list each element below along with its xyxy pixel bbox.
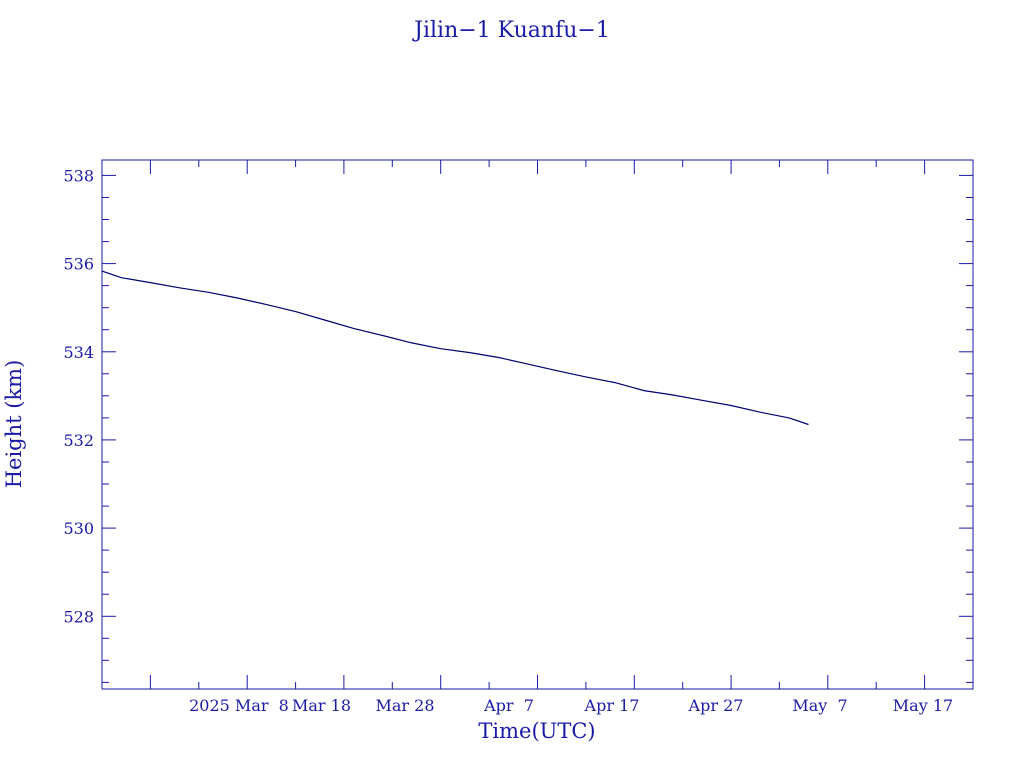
x-tick-label: Apr 27 bbox=[688, 696, 744, 715]
y-tick-label: 532 bbox=[63, 431, 94, 450]
plot-area-frame bbox=[101, 159, 974, 690]
y-tick-label: 538 bbox=[63, 166, 94, 185]
x-tick-label: Apr 7 bbox=[483, 696, 534, 715]
x-tick-label: Apr 17 bbox=[584, 696, 640, 715]
x-tick-label: Mar 18 bbox=[292, 696, 351, 715]
x-axis-label: Time(UTC) bbox=[478, 719, 595, 743]
series-layer bbox=[101, 270, 809, 426]
x-axis-ticks: 2025 Mar 8 Mar 18 Mar 28 Apr 7 Apr 17 Apr 27 M… bbox=[101, 160, 974, 715]
y-tick-label: 530 bbox=[63, 519, 94, 538]
chart-title: Jilin−1 Kuanfu−1 bbox=[412, 18, 610, 43]
y-tick-label: 528 bbox=[63, 607, 94, 626]
y-tick-label: 534 bbox=[63, 343, 94, 362]
y-axis-ticks: 528 530 532 534 536 538 bbox=[63, 166, 973, 683]
x-tick-label: 2025 Mar 8 bbox=[189, 696, 289, 715]
x-tick-label: May 17 bbox=[893, 696, 953, 715]
y-axis-label: Height (km) bbox=[2, 360, 26, 489]
x-tick-label: May 7 bbox=[792, 696, 847, 715]
y-tick-label: 536 bbox=[63, 255, 94, 274]
x-tick-label: Mar 28 bbox=[375, 696, 434, 715]
series-line bbox=[101, 270, 809, 426]
